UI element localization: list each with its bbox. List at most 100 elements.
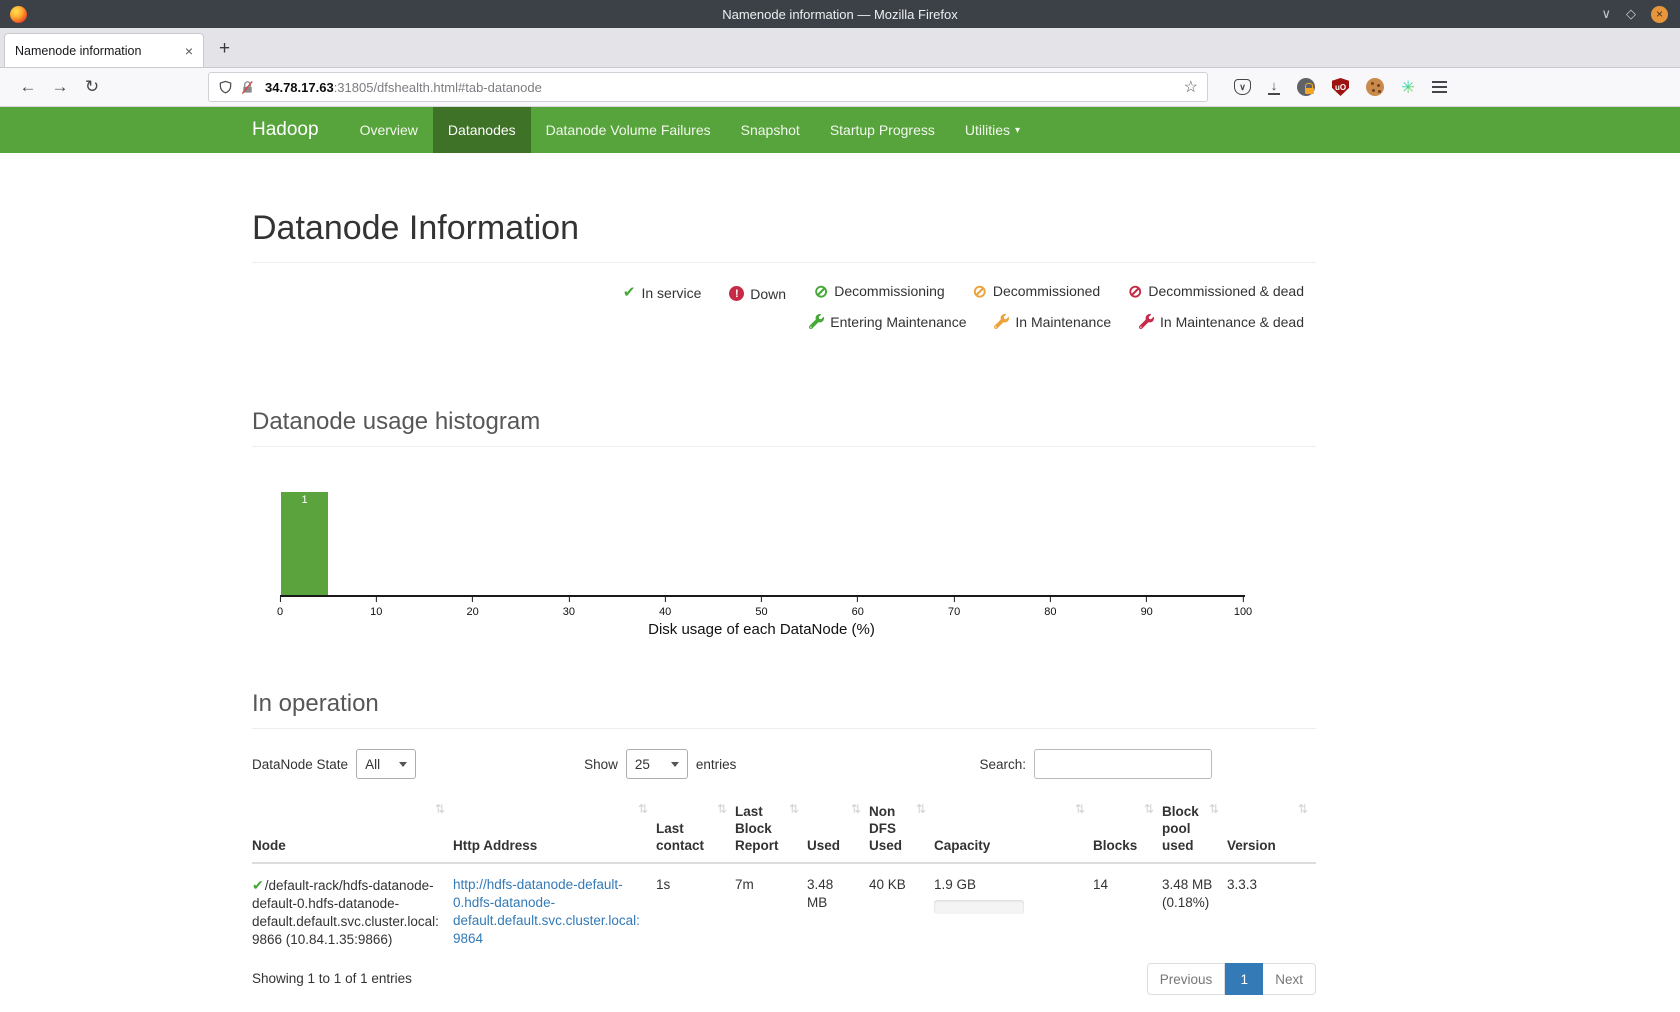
datanode-http-link[interactable]: http://hdfs-datanode-default-0.hdfs-data…	[453, 877, 640, 946]
menu-hamburger-icon[interactable]	[1432, 81, 1448, 93]
back-button[interactable]: ←	[19, 77, 37, 96]
cell-used: 3.48 MB	[807, 877, 834, 910]
cell-last-block-report: 7m	[735, 877, 754, 892]
nav-item-snapshot[interactable]: Snapshot	[740, 122, 800, 138]
cell-non-dfs-used: 40 KB	[869, 877, 906, 892]
search-label: Search:	[979, 756, 1026, 772]
column-header-non-dfs-used[interactable]: Non DFS Used ⇅	[869, 795, 934, 864]
page-length-control: Show 25 entries	[584, 749, 736, 779]
entries-summary: Showing 1 to 1 of 1 entries	[252, 971, 412, 986]
new-tab-button[interactable]: +	[219, 38, 231, 59]
browser-tab[interactable]: Namenode information ×	[4, 33, 204, 67]
downloads-icon[interactable]: ↓	[1268, 79, 1280, 95]
sort-icon: ⇅	[716, 802, 727, 816]
caret-down-icon	[399, 761, 408, 767]
nav-item-utilities[interactable]: Utilities ▾	[964, 122, 1021, 138]
window-title: Namenode information — Mozilla Firefox	[722, 6, 958, 22]
column-header-blocks[interactable]: Blocks ⇅	[1093, 795, 1162, 864]
shield-icon[interactable]	[218, 80, 233, 95]
pagination-next-button[interactable]: Next	[1263, 963, 1316, 995]
divider	[252, 446, 1316, 447]
datanode-state-select[interactable]: All	[356, 749, 417, 779]
column-header-version[interactable]: Version ⇅	[1227, 795, 1316, 864]
column-header-block-pool-used[interactable]: Block pool used ⇅	[1162, 795, 1227, 864]
caret-down-icon: ▾	[1015, 124, 1021, 136]
entries-select[interactable]: 25	[625, 749, 688, 779]
column-header-node[interactable]: Node ⇅	[252, 795, 453, 864]
wrench-icon	[809, 314, 825, 329]
nav-item-startup-progress[interactable]: Startup Progress	[829, 122, 935, 138]
browser-toolbar: ← → ↻ 34.78.17.63:31805/dfshealth.html#t…	[0, 68, 1680, 107]
usage-histogram: 1 0 10 20 30 40 50 60 70 80 90 100 Disk …	[252, 487, 1316, 638]
legend-decommissioned: ⊘ Decommissioned	[972, 281, 1101, 301]
window-minimize-button[interactable]: ∨	[1601, 6, 1611, 21]
url-bar[interactable]: 34.78.17.63:31805/dfshealth.html#tab-dat…	[208, 72, 1208, 102]
insecure-lock-icon[interactable]	[240, 80, 255, 95]
url-path: :31805/dfshealth.html#tab-datanode	[333, 79, 542, 95]
window-maximize-button[interactable]: ◇	[1626, 6, 1636, 21]
tab-title: Namenode information	[15, 43, 142, 58]
nav-item-volume-failures[interactable]: Datanode Volume Failures	[545, 122, 711, 138]
bookmark-star-icon[interactable]: ☆	[1183, 79, 1198, 96]
window-titlebar: Namenode information — Mozilla Firefox ∨…	[0, 0, 1680, 28]
tick-label: 0	[276, 606, 284, 618]
column-header-last-contact[interactable]: Last contact ⇅	[656, 795, 735, 864]
sort-icon: ⇅	[1143, 802, 1154, 816]
nav-item-datanodes[interactable]: Datanodes	[432, 107, 531, 153]
tick-label: 60	[851, 606, 864, 618]
legend-down: ! Down	[729, 280, 786, 308]
cell-capacity: 1.9 GB	[934, 863, 1093, 959]
pagination-previous-button[interactable]: Previous	[1146, 963, 1226, 995]
tick-label: 50	[755, 606, 768, 618]
nav-item-overview[interactable]: Overview	[359, 122, 418, 138]
cell-blocks: 14	[1093, 877, 1109, 892]
sort-icon: ⇅	[915, 802, 926, 816]
legend-entering-maintenance: Entering Maintenance	[809, 308, 966, 336]
tick-label: 90	[1140, 606, 1153, 618]
column-header-last-block-report[interactable]: Last Block Report ⇅	[735, 795, 807, 864]
window-close-button[interactable]: ×	[1651, 5, 1668, 23]
forward-button[interactable]: →	[51, 77, 69, 96]
sort-icon: ⇅	[1208, 802, 1219, 816]
exclamation-circle-icon: !	[729, 286, 745, 301]
search-input[interactable]	[1034, 749, 1212, 779]
tick-label: 70	[947, 606, 961, 618]
x-axis-label: Disk usage of each DataNode (%)	[648, 621, 875, 638]
tick-label: 20	[466, 606, 479, 618]
ban-icon: ⊘	[1128, 281, 1143, 301]
wrench-icon	[994, 314, 1010, 329]
legend-in-service: ✔ In service	[623, 279, 702, 307]
reload-button[interactable]: ↻	[84, 77, 100, 96]
table-search: Search:	[979, 749, 1212, 779]
cookie-extension-icon[interactable]	[1366, 78, 1384, 96]
tick-label: 40	[659, 606, 672, 618]
legend-in-maintenance-dead: In Maintenance & dead	[1139, 308, 1304, 336]
legend-in-maintenance: In Maintenance	[994, 308, 1111, 336]
ban-icon: ⊘	[813, 281, 829, 301]
in-operation-heading: In operation	[252, 690, 379, 717]
histogram-plot: 1	[280, 487, 1243, 595]
url-text: 34.78.17.63:31805/dfshealth.html#tab-dat…	[265, 80, 542, 95]
column-header-http-address[interactable]: Http Address ⇅	[453, 795, 656, 864]
column-header-used[interactable]: Used ⇅	[807, 795, 869, 864]
tab-close-icon[interactable]: ×	[184, 42, 193, 59]
entries-label: entries	[695, 756, 737, 772]
ublock-origin-icon[interactable]: uO	[1332, 78, 1349, 96]
datanode-state-filter: DataNode State All	[252, 749, 417, 779]
sort-icon: ⇅	[637, 802, 648, 816]
x-axis-ticks: 0 10 20 30 40 50 60 70 80 90 100	[276, 597, 1252, 619]
url-host: 34.78.17.63	[265, 79, 334, 95]
caret-down-icon	[670, 761, 679, 767]
bar-value-label: 1	[301, 494, 308, 506]
column-header-capacity[interactable]: Capacity ⇅	[934, 795, 1093, 864]
privacy-extension-icon[interactable]	[1297, 78, 1315, 96]
pagination-page-1-button[interactable]: 1	[1225, 963, 1264, 995]
pocket-icon[interactable]: ∨	[1234, 79, 1251, 95]
cell-node: ✔/default-rack/hdfs-datanode-default-0.h…	[252, 877, 439, 947]
colorful-extension-icon[interactable]: ✳	[1401, 77, 1416, 97]
legend-row-2: Entering Maintenance In Maintenance In M…	[252, 308, 1304, 339]
tick-label: 10	[370, 606, 383, 618]
tick-label: 30	[562, 606, 576, 618]
navbar-brand[interactable]: Hadoop	[252, 119, 319, 140]
sort-icon: ⇅	[1074, 802, 1085, 816]
